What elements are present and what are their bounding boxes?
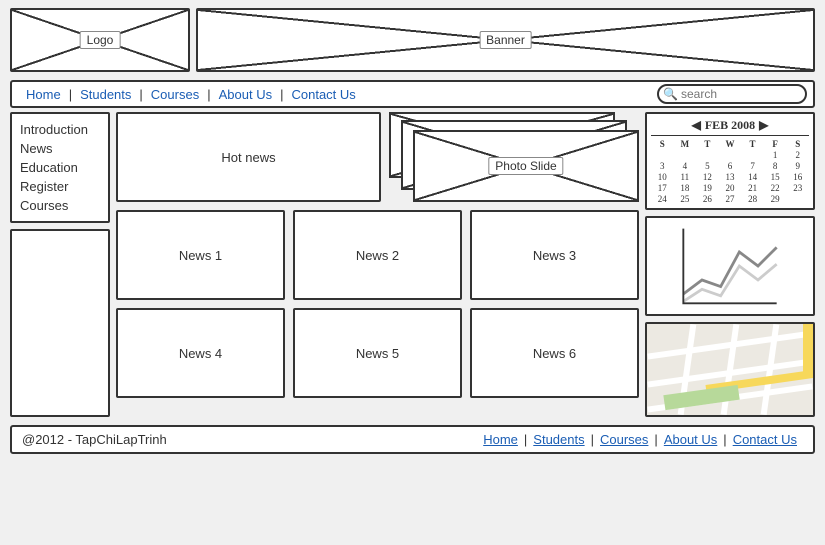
nav-contact[interactable]: Contact Us [283,87,363,102]
cal-day[interactable]: 18 [674,182,697,193]
nav-courses[interactable]: Courses [143,87,207,102]
footer-courses[interactable]: Courses [594,432,654,447]
cal-day [651,149,674,160]
map-widget[interactable] [645,322,815,417]
footer-copyright: @2012 - TapChiLapTrinh [22,432,167,447]
cal-next-icon[interactable]: ▶ [759,118,768,133]
cal-day[interactable]: 12 [696,171,719,182]
sidebar-empty-panel [10,229,110,417]
cal-dow: F [764,138,787,149]
sidebar-item-education[interactable]: Education [20,158,100,177]
cal-day[interactable]: 26 [696,193,719,204]
footer-contact[interactable]: Contact Us [727,432,803,447]
cal-day[interactable]: 14 [741,171,764,182]
cal-dow: M [674,138,697,149]
cal-day[interactable]: 20 [719,182,742,193]
cal-day[interactable]: 29 [764,193,787,204]
cal-day[interactable]: 13 [719,171,742,182]
search-input[interactable] [657,84,807,104]
news-2[interactable]: News 2 [293,210,462,300]
cal-dow: S [786,138,809,149]
cal-day[interactable]: 25 [674,193,697,204]
nav-links: Home| Students| Courses| About Us| Conta… [18,87,364,102]
logo-placeholder: Logo [10,8,190,72]
cal-day[interactable]: 11 [674,171,697,182]
sidebar-item-courses[interactable]: Courses [20,196,100,215]
calendar-title: FEB 2008 [705,118,755,133]
cal-day [674,149,697,160]
cal-day[interactable]: 17 [651,182,674,193]
sidebar-item-register[interactable]: Register [20,177,100,196]
cal-day[interactable]: 28 [741,193,764,204]
cal-day[interactable]: 1 [764,149,787,160]
chart-widget [645,216,815,316]
cal-day [696,149,719,160]
cal-day[interactable]: 16 [786,171,809,182]
logo-label: Logo [80,31,121,49]
nav-about[interactable]: About Us [211,87,280,102]
cal-day[interactable]: 27 [719,193,742,204]
cal-day[interactable]: 5 [696,160,719,171]
news-3[interactable]: News 3 [470,210,639,300]
cal-day[interactable]: 2 [786,149,809,160]
sidebar-item-intro[interactable]: Introduction [20,120,100,139]
cal-day[interactable]: 10 [651,171,674,182]
cal-dow: W [719,138,742,149]
cal-day[interactable]: 24 [651,193,674,204]
cal-dow: S [651,138,674,149]
cal-day[interactable]: 23 [786,182,809,193]
footer-about[interactable]: About Us [658,432,723,447]
footer: @2012 - TapChiLapTrinh Home| Students| C… [10,425,815,454]
news-6[interactable]: News 6 [470,308,639,398]
footer-students[interactable]: Students [527,432,590,447]
cal-day [741,149,764,160]
cal-dow: T [696,138,719,149]
navbar: Home| Students| Courses| About Us| Conta… [10,80,815,108]
news-1[interactable]: News 1 [116,210,285,300]
hot-news-panel[interactable]: Hot news [116,112,381,202]
photo-slide-label: Photo Slide [488,157,563,175]
sidebar-item-news[interactable]: News [20,139,100,158]
cal-day[interactable]: 15 [764,171,787,182]
cal-prev-icon[interactable]: ◀ [692,118,701,133]
calendar-widget[interactable]: ◀ FEB 2008 ▶ SMTWTFS12345678910111213141… [645,112,815,210]
cal-day[interactable]: 3 [651,160,674,171]
banner-label: Banner [479,31,532,49]
nav-home[interactable]: Home [18,87,69,102]
cal-day[interactable]: 22 [764,182,787,193]
news-4[interactable]: News 4 [116,308,285,398]
cal-day[interactable]: 21 [741,182,764,193]
footer-home[interactable]: Home [477,432,524,447]
cal-day[interactable]: 7 [741,160,764,171]
cal-day[interactable]: 8 [764,160,787,171]
cal-day [719,149,742,160]
cal-day[interactable]: 4 [674,160,697,171]
banner-placeholder: Banner [196,8,815,72]
news-5[interactable]: News 5 [293,308,462,398]
cal-day[interactable]: 9 [786,160,809,171]
cal-dow: T [741,138,764,149]
cal-day[interactable]: 6 [719,160,742,171]
cal-day[interactable]: 19 [696,182,719,193]
photo-slide[interactable]: Photo Slide [389,112,639,202]
sidebar-menu: Introduction News Education Register Cou… [10,112,110,223]
hot-news-label: Hot news [221,150,275,165]
nav-students[interactable]: Students [72,87,139,102]
